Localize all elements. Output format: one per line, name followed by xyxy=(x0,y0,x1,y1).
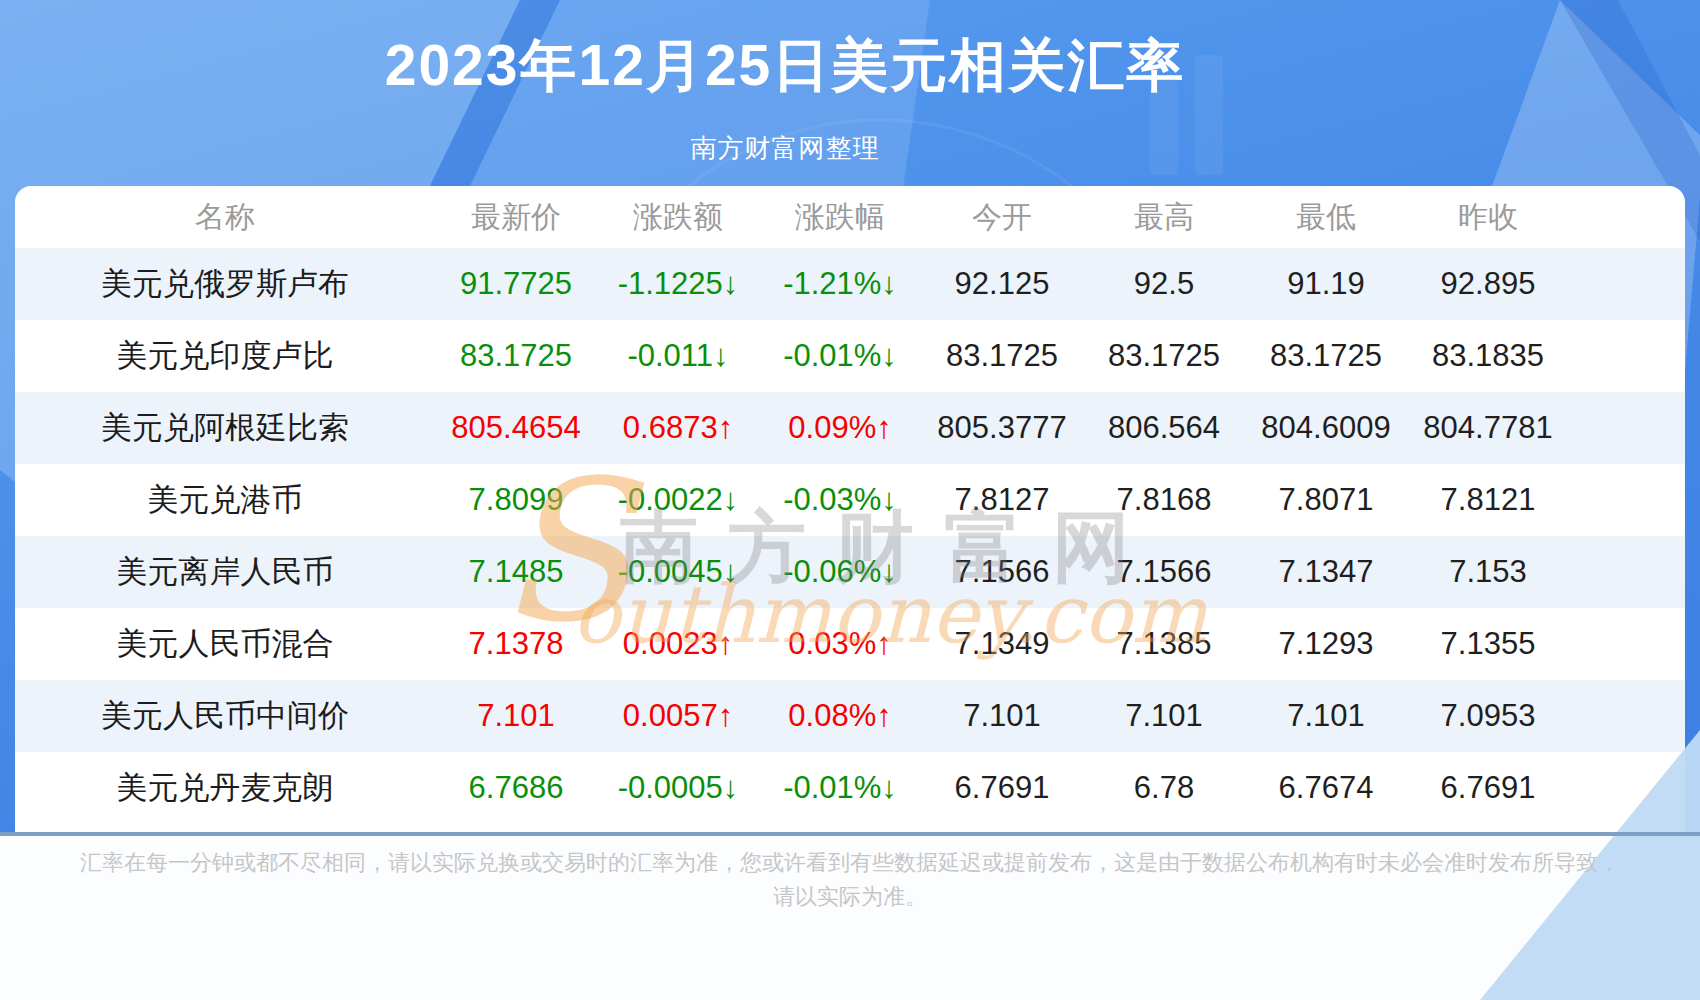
open-cell: 92.125 xyxy=(921,266,1083,302)
low-cell: 83.1725 xyxy=(1245,338,1407,374)
table-row: 美元兑阿根廷比索 805.4654 0.6873↑ 0.09%↑ 805.377… xyxy=(15,392,1685,464)
header-cell-open: 今开 xyxy=(921,197,1083,238)
pair-name-cell: 美元兑丹麦克朗 xyxy=(15,767,435,809)
low-cell: 6.7674 xyxy=(1245,770,1407,806)
low-cell: 7.101 xyxy=(1245,698,1407,734)
table-row: 美元兑港币 7.8099 -0.0022↓ -0.03%↓ 7.8127 7.8… xyxy=(15,464,1685,536)
table-row: 美元人民币混合 7.1378 0.0023↑ 0.03%↑ 7.1349 7.1… xyxy=(15,608,1685,680)
pair-name-cell: 美元兑港币 xyxy=(15,479,435,521)
prev-close-cell: 7.153 xyxy=(1407,554,1569,590)
change-percent-cell: -0.03%↓ xyxy=(759,482,921,518)
prev-close-cell: 92.895 xyxy=(1407,266,1569,302)
open-cell: 7.101 xyxy=(921,698,1083,734)
change-amount-cell: 0.6873↑ xyxy=(597,410,759,446)
open-cell: 6.7691 xyxy=(921,770,1083,806)
high-cell: 806.564 xyxy=(1083,410,1245,446)
pair-name-cell: 美元离岸人民币 xyxy=(15,551,435,593)
high-cell: 92.5 xyxy=(1083,266,1245,302)
open-cell: 7.1349 xyxy=(921,626,1083,662)
high-cell: 6.78 xyxy=(1083,770,1245,806)
prev-close-cell: 83.1835 xyxy=(1407,338,1569,374)
high-cell: 7.1566 xyxy=(1083,554,1245,590)
change-amount-cell: 0.0023↑ xyxy=(597,626,759,662)
change-amount-cell: -0.0045↓ xyxy=(597,554,759,590)
table-body: 美元兑俄罗斯卢布 91.7725 -1.1225↓ -1.21%↓ 92.125… xyxy=(15,248,1685,824)
high-cell: 7.101 xyxy=(1083,698,1245,734)
change-percent-cell: -0.01%↓ xyxy=(759,770,921,806)
footer-disclaimer: 汇率在每一分钟或都不尽相同，请以实际兑换或交易时的汇率为准，您或许看到有些数据延… xyxy=(0,846,1700,914)
prev-close-cell: 7.1355 xyxy=(1407,626,1569,662)
header-cell-change-pct: 涨跌幅 xyxy=(759,197,921,238)
table-row: 美元人民币中间价 7.101 0.0057↑ 0.08%↑ 7.101 7.10… xyxy=(15,680,1685,752)
change-amount-cell: -0.011↓ xyxy=(597,338,759,374)
header-cell-prev-close: 昨收 xyxy=(1407,197,1569,238)
open-cell: 7.8127 xyxy=(921,482,1083,518)
header-cell-name: 名称 xyxy=(15,197,435,238)
page-title: 2023年12月25日美元相关汇率 xyxy=(0,28,1570,105)
latest-price-cell: 7.1485 xyxy=(435,554,597,590)
latest-price-cell: 83.1725 xyxy=(435,338,597,374)
rates-table-panel: 名称 最新价 涨跌额 涨跌幅 今开 最高 最低 昨收 美元兑俄罗斯卢布 91.7… xyxy=(15,186,1685,836)
change-percent-cell: 0.03%↑ xyxy=(759,626,921,662)
header-cell-high: 最高 xyxy=(1083,197,1245,238)
latest-price-cell: 805.4654 xyxy=(435,410,597,446)
change-amount-cell: 0.0057↑ xyxy=(597,698,759,734)
header-cell-low: 最低 xyxy=(1245,197,1407,238)
prev-close-cell: 7.0953 xyxy=(1407,698,1569,734)
open-cell: 83.1725 xyxy=(921,338,1083,374)
table-header-row: 名称 最新价 涨跌额 涨跌幅 今开 最高 最低 昨收 xyxy=(15,186,1685,248)
table-row: 美元兑俄罗斯卢布 91.7725 -1.1225↓ -1.21%↓ 92.125… xyxy=(15,248,1685,320)
change-percent-cell: -0.01%↓ xyxy=(759,338,921,374)
latest-price-cell: 91.7725 xyxy=(435,266,597,302)
disclaimer-line-2: 请以实际为准。 xyxy=(0,880,1700,914)
low-cell: 7.1293 xyxy=(1245,626,1407,662)
change-amount-cell: -0.0022↓ xyxy=(597,482,759,518)
high-cell: 7.1385 xyxy=(1083,626,1245,662)
page-header: 2023年12月25日美元相关汇率 南方财富网整理 xyxy=(0,0,1570,166)
header-cell-latest: 最新价 xyxy=(435,197,597,238)
change-percent-cell: -0.06%↓ xyxy=(759,554,921,590)
low-cell: 7.1347 xyxy=(1245,554,1407,590)
prev-close-cell: 804.7781 xyxy=(1407,410,1569,446)
latest-price-cell: 7.8099 xyxy=(435,482,597,518)
prev-close-cell: 6.7691 xyxy=(1407,770,1569,806)
table-row: 美元兑丹麦克朗 6.7686 -0.0005↓ -0.01%↓ 6.7691 6… xyxy=(15,752,1685,824)
table-row: 美元离岸人民币 7.1485 -0.0045↓ -0.06%↓ 7.1566 7… xyxy=(15,536,1685,608)
low-cell: 7.8071 xyxy=(1245,482,1407,518)
pair-name-cell: 美元兑俄罗斯卢布 xyxy=(15,263,435,305)
low-cell: 804.6009 xyxy=(1245,410,1407,446)
prev-close-cell: 7.8121 xyxy=(1407,482,1569,518)
pair-name-cell: 美元兑印度卢比 xyxy=(15,335,435,377)
latest-price-cell: 6.7686 xyxy=(435,770,597,806)
change-percent-cell: 0.08%↑ xyxy=(759,698,921,734)
low-cell: 91.19 xyxy=(1245,266,1407,302)
change-amount-cell: -1.1225↓ xyxy=(597,266,759,302)
latest-price-cell: 7.1378 xyxy=(435,626,597,662)
latest-price-cell: 7.101 xyxy=(435,698,597,734)
pair-name-cell: 美元兑阿根廷比索 xyxy=(15,407,435,449)
pair-name-cell: 美元人民币混合 xyxy=(15,623,435,665)
high-cell: 7.8168 xyxy=(1083,482,1245,518)
pair-name-cell: 美元人民币中间价 xyxy=(15,695,435,737)
open-cell: 805.3777 xyxy=(921,410,1083,446)
header-cell-change: 涨跌额 xyxy=(597,197,759,238)
high-cell: 83.1725 xyxy=(1083,338,1245,374)
disclaimer-line-1: 汇率在每一分钟或都不尽相同，请以实际兑换或交易时的汇率为准，您或许看到有些数据延… xyxy=(0,846,1700,880)
open-cell: 7.1566 xyxy=(921,554,1083,590)
change-amount-cell: -0.0005↓ xyxy=(597,770,759,806)
change-percent-cell: -1.21%↓ xyxy=(759,266,921,302)
page-subtitle: 南方财富网整理 xyxy=(0,131,1570,166)
change-percent-cell: 0.09%↑ xyxy=(759,410,921,446)
table-row: 美元兑印度卢比 83.1725 -0.011↓ -0.01%↓ 83.1725 … xyxy=(15,320,1685,392)
divider-line xyxy=(0,832,1700,836)
